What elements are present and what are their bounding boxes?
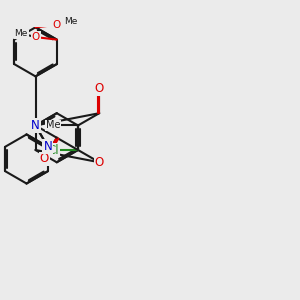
Text: N: N bbox=[44, 140, 52, 153]
Text: O: O bbox=[94, 82, 104, 95]
Text: O: O bbox=[40, 152, 49, 166]
Text: N: N bbox=[44, 140, 52, 153]
Text: O: O bbox=[52, 20, 61, 30]
Text: Me: Me bbox=[46, 121, 61, 130]
Text: Me: Me bbox=[64, 17, 78, 26]
Text: Cl: Cl bbox=[48, 143, 59, 157]
Text: O: O bbox=[94, 156, 104, 169]
Text: Me: Me bbox=[14, 29, 28, 38]
Text: O: O bbox=[32, 32, 40, 42]
Text: N: N bbox=[31, 119, 40, 132]
